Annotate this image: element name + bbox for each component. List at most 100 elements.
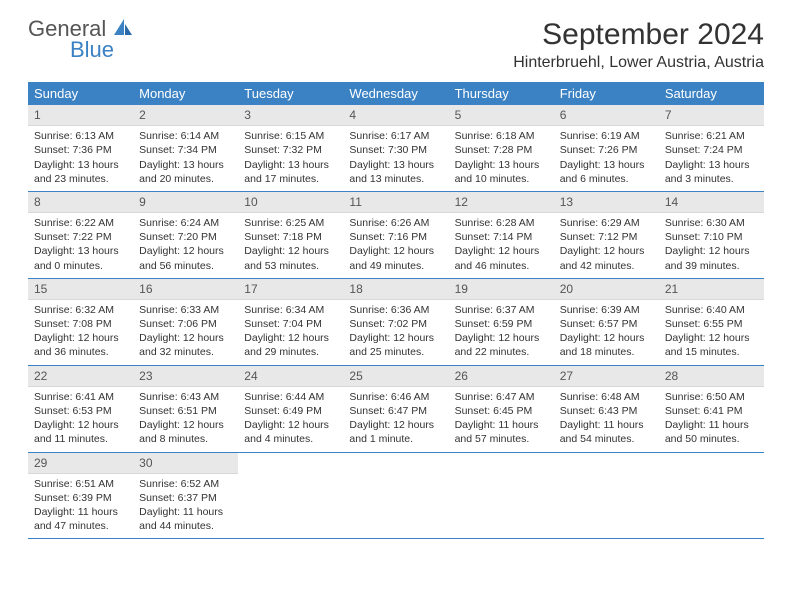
- day-cell: 8Sunrise: 6:22 AMSunset: 7:22 PMDaylight…: [28, 192, 133, 278]
- day-body: Sunrise: 6:15 AMSunset: 7:32 PMDaylight:…: [238, 126, 343, 191]
- day-number: 22: [28, 366, 133, 387]
- day-line-ss: Sunset: 7:26 PM: [560, 143, 653, 157]
- day-body: Sunrise: 6:48 AMSunset: 6:43 PMDaylight:…: [554, 387, 659, 452]
- day-body: Sunrise: 6:29 AMSunset: 7:12 PMDaylight:…: [554, 213, 659, 278]
- day-body: Sunrise: 6:37 AMSunset: 6:59 PMDaylight:…: [449, 300, 554, 365]
- day-cell: 29Sunrise: 6:51 AMSunset: 6:39 PMDayligh…: [28, 453, 133, 539]
- day-line-ss: Sunset: 7:32 PM: [244, 143, 337, 157]
- day-line-ss: Sunset: 7:02 PM: [349, 317, 442, 331]
- day-line-d2: and 15 minutes.: [665, 345, 758, 359]
- day-cell: 2Sunrise: 6:14 AMSunset: 7:34 PMDaylight…: [133, 105, 238, 191]
- day-line-sr: Sunrise: 6:33 AM: [139, 303, 232, 317]
- day-number: 27: [554, 366, 659, 387]
- day-line-ss: Sunset: 7:08 PM: [34, 317, 127, 331]
- day-cell: 9Sunrise: 6:24 AMSunset: 7:20 PMDaylight…: [133, 192, 238, 278]
- day-number: 2: [133, 105, 238, 126]
- day-body: Sunrise: 6:41 AMSunset: 6:53 PMDaylight:…: [28, 387, 133, 452]
- day-line-d1: Daylight: 11 hours: [560, 418, 653, 432]
- day-line-sr: Sunrise: 6:52 AM: [139, 477, 232, 491]
- day-line-sr: Sunrise: 6:19 AM: [560, 129, 653, 143]
- day-cell: 10Sunrise: 6:25 AMSunset: 7:18 PMDayligh…: [238, 192, 343, 278]
- day-line-d2: and 36 minutes.: [34, 345, 127, 359]
- day-line-d2: and 4 minutes.: [244, 432, 337, 446]
- day-line-sr: Sunrise: 6:32 AM: [34, 303, 127, 317]
- day-line-sr: Sunrise: 6:25 AM: [244, 216, 337, 230]
- weekday-header: Sunday: [28, 82, 133, 105]
- day-line-d1: Daylight: 13 hours: [349, 158, 442, 172]
- weekday-header: Saturday: [659, 82, 764, 105]
- day-number: 13: [554, 192, 659, 213]
- title-block: September 2024 Hinterbruehl, Lower Austr…: [513, 18, 764, 72]
- day-line-ss: Sunset: 6:45 PM: [455, 404, 548, 418]
- day-body: Sunrise: 6:40 AMSunset: 6:55 PMDaylight:…: [659, 300, 764, 365]
- day-cell: 7Sunrise: 6:21 AMSunset: 7:24 PMDaylight…: [659, 105, 764, 191]
- day-number: 15: [28, 279, 133, 300]
- day-line-d2: and 47 minutes.: [34, 519, 127, 533]
- day-body: Sunrise: 6:34 AMSunset: 7:04 PMDaylight:…: [238, 300, 343, 365]
- day-line-d1: Daylight: 12 hours: [244, 331, 337, 345]
- week-row: 29Sunrise: 6:51 AMSunset: 6:39 PMDayligh…: [28, 453, 764, 540]
- weekday-header: Friday: [554, 82, 659, 105]
- day-body: Sunrise: 6:21 AMSunset: 7:24 PMDaylight:…: [659, 126, 764, 191]
- day-line-ss: Sunset: 6:57 PM: [560, 317, 653, 331]
- day-number: 30: [133, 453, 238, 474]
- day-line-sr: Sunrise: 6:14 AM: [139, 129, 232, 143]
- day-line-d1: Daylight: 13 hours: [560, 158, 653, 172]
- day-line-ss: Sunset: 7:10 PM: [665, 230, 758, 244]
- day-cell: [343, 453, 448, 539]
- day-line-d1: Daylight: 12 hours: [349, 331, 442, 345]
- day-cell: 1Sunrise: 6:13 AMSunset: 7:36 PMDaylight…: [28, 105, 133, 191]
- day-cell: 5Sunrise: 6:18 AMSunset: 7:28 PMDaylight…: [449, 105, 554, 191]
- day-line-d1: Daylight: 13 hours: [665, 158, 758, 172]
- day-line-d1: Daylight: 12 hours: [349, 418, 442, 432]
- day-line-sr: Sunrise: 6:36 AM: [349, 303, 442, 317]
- day-number: 17: [238, 279, 343, 300]
- day-number: 26: [449, 366, 554, 387]
- day-body: Sunrise: 6:17 AMSunset: 7:30 PMDaylight:…: [343, 126, 448, 191]
- day-number: 16: [133, 279, 238, 300]
- day-line-d2: and 42 minutes.: [560, 259, 653, 273]
- day-cell: 20Sunrise: 6:39 AMSunset: 6:57 PMDayligh…: [554, 279, 659, 365]
- day-line-d2: and 11 minutes.: [34, 432, 127, 446]
- day-line-sr: Sunrise: 6:18 AM: [455, 129, 548, 143]
- day-line-ss: Sunset: 7:18 PM: [244, 230, 337, 244]
- day-body: Sunrise: 6:51 AMSunset: 6:39 PMDaylight:…: [28, 474, 133, 539]
- day-body: Sunrise: 6:33 AMSunset: 7:06 PMDaylight:…: [133, 300, 238, 365]
- day-line-d1: Daylight: 12 hours: [560, 244, 653, 258]
- logo-sail-icon: [113, 23, 133, 40]
- day-line-ss: Sunset: 7:12 PM: [560, 230, 653, 244]
- week-row: 8Sunrise: 6:22 AMSunset: 7:22 PMDaylight…: [28, 192, 764, 279]
- day-number: 11: [343, 192, 448, 213]
- day-number: 10: [238, 192, 343, 213]
- day-line-ss: Sunset: 7:16 PM: [349, 230, 442, 244]
- day-line-d1: Daylight: 13 hours: [455, 158, 548, 172]
- day-number: 23: [133, 366, 238, 387]
- day-line-sr: Sunrise: 6:50 AM: [665, 390, 758, 404]
- day-line-sr: Sunrise: 6:21 AM: [665, 129, 758, 143]
- day-body: Sunrise: 6:14 AMSunset: 7:34 PMDaylight:…: [133, 126, 238, 191]
- day-line-d2: and 18 minutes.: [560, 345, 653, 359]
- day-body: Sunrise: 6:47 AMSunset: 6:45 PMDaylight:…: [449, 387, 554, 452]
- day-cell: 23Sunrise: 6:43 AMSunset: 6:51 PMDayligh…: [133, 366, 238, 452]
- day-body: Sunrise: 6:46 AMSunset: 6:47 PMDaylight:…: [343, 387, 448, 452]
- logo-blue: Blue: [70, 39, 133, 61]
- day-body: Sunrise: 6:13 AMSunset: 7:36 PMDaylight:…: [28, 126, 133, 191]
- day-line-ss: Sunset: 7:04 PM: [244, 317, 337, 331]
- day-body: Sunrise: 6:39 AMSunset: 6:57 PMDaylight:…: [554, 300, 659, 365]
- day-line-d2: and 25 minutes.: [349, 345, 442, 359]
- day-number: 7: [659, 105, 764, 126]
- day-line-d2: and 10 minutes.: [455, 172, 548, 186]
- day-cell: [449, 453, 554, 539]
- day-body: Sunrise: 6:28 AMSunset: 7:14 PMDaylight:…: [449, 213, 554, 278]
- day-line-sr: Sunrise: 6:26 AM: [349, 216, 442, 230]
- day-number: 28: [659, 366, 764, 387]
- day-cell: [554, 453, 659, 539]
- day-cell: 18Sunrise: 6:36 AMSunset: 7:02 PMDayligh…: [343, 279, 448, 365]
- day-line-d1: Daylight: 12 hours: [139, 331, 232, 345]
- day-line-d1: Daylight: 11 hours: [665, 418, 758, 432]
- day-cell: 26Sunrise: 6:47 AMSunset: 6:45 PMDayligh…: [449, 366, 554, 452]
- day-line-ss: Sunset: 7:06 PM: [139, 317, 232, 331]
- day-line-d1: Daylight: 12 hours: [139, 418, 232, 432]
- day-number: 9: [133, 192, 238, 213]
- weekday-header: Tuesday: [238, 82, 343, 105]
